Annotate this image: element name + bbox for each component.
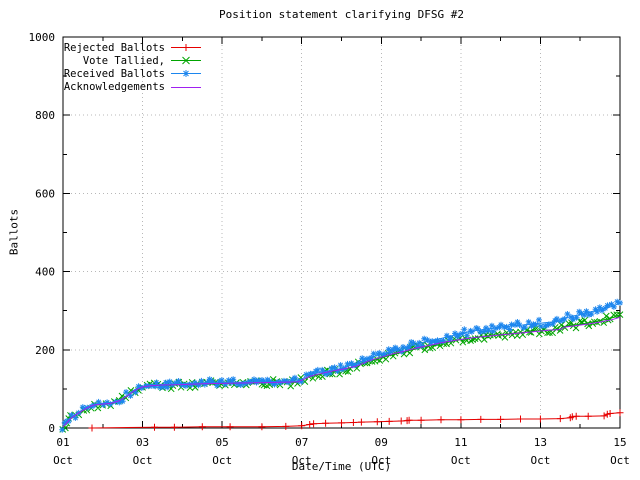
series-rejected-ballots [88, 409, 624, 432]
legend-sample-line [171, 70, 201, 78]
received-ballots-line-sample-icon [171, 70, 201, 78]
x-tick-label-month: Oct [610, 454, 630, 467]
acknowledgements-line-sample-icon [171, 86, 201, 88]
x-tick-label: 11 [454, 436, 467, 449]
legend-item-rejected-ballots: Rejected Ballots [63, 41, 201, 54]
series-vote-tallied [59, 311, 624, 433]
legend-sample-line [171, 44, 201, 52]
x-axis-title: Date/Time (UTC) [291, 460, 392, 473]
series-markers-rejected-ballots [88, 409, 624, 432]
vote-tallied-line-sample-icon [171, 56, 201, 65]
legend-item-vote-tallied: Vote Tallied, [63, 54, 201, 67]
x-tick-label: 15 [613, 436, 626, 449]
y-tick-label: 200 [35, 344, 55, 357]
x-tick-label-month: Oct [451, 454, 471, 467]
tick-labels: 01 Oct 03 Oct 05 Oct 07 Oct 09 Oct 11 Oct 13 Oct 15 Oct… [29, 31, 630, 467]
legend-label: Acknowledgements [63, 81, 165, 94]
x-tick-label-month: Oct [212, 454, 232, 467]
x-tick-label-month: Oct [530, 454, 550, 467]
y-tick-label: 0 [48, 422, 55, 435]
y-tick-label: 400 [35, 266, 55, 279]
series-markers-vote-tallied [59, 311, 624, 433]
series-markers-received-ballots [59, 298, 623, 433]
x-tick-label: 13 [534, 436, 547, 449]
legend-label: Rejected Ballots [63, 41, 165, 54]
y-tick-label: 800 [35, 109, 55, 122]
legend: Rejected Ballots Vote Tallied, Received Ba… [63, 41, 201, 94]
axis-ticks [62, 36, 621, 429]
x-tick-label: 03 [136, 436, 149, 449]
rejected-ballots-line-sample-icon [171, 44, 201, 52]
legend-sample-marker [182, 56, 190, 65]
x-tick-label: 09 [375, 436, 388, 449]
x-tick-label-month: Oct [53, 454, 73, 467]
legend-sample-marker [182, 70, 190, 78]
series-line-acknowledgements [62, 316, 621, 428]
x-tick-label: 01 [56, 436, 69, 449]
series-acknowledgements [62, 316, 621, 428]
series-received-ballots [59, 298, 623, 433]
x-tick-label-month: Oct [292, 454, 312, 467]
x-tick-label: 05 [216, 436, 229, 449]
y-tick-label: 1000 [29, 31, 56, 44]
x-tick-label-month: Oct [371, 454, 391, 467]
legend-item-received-ballots: Received Ballots [63, 67, 201, 80]
y-tick-label: 600 [35, 187, 55, 200]
x-tick-label-month: Oct [133, 454, 153, 467]
legend-label: Vote Tallied, [82, 54, 165, 67]
legend-item-acknowledgements: Acknowledgements [63, 81, 201, 94]
x-tick-label: 07 [295, 436, 308, 449]
chart-title: Position statement clarifying DFSG #2 [218, 8, 465, 21]
legend-label: Received Ballots [63, 67, 165, 80]
legend-sample-marker [182, 44, 190, 52]
y-axis-title: Ballots [7, 208, 21, 256]
gridlines [63, 37, 620, 428]
legend-sample-line [171, 56, 201, 65]
